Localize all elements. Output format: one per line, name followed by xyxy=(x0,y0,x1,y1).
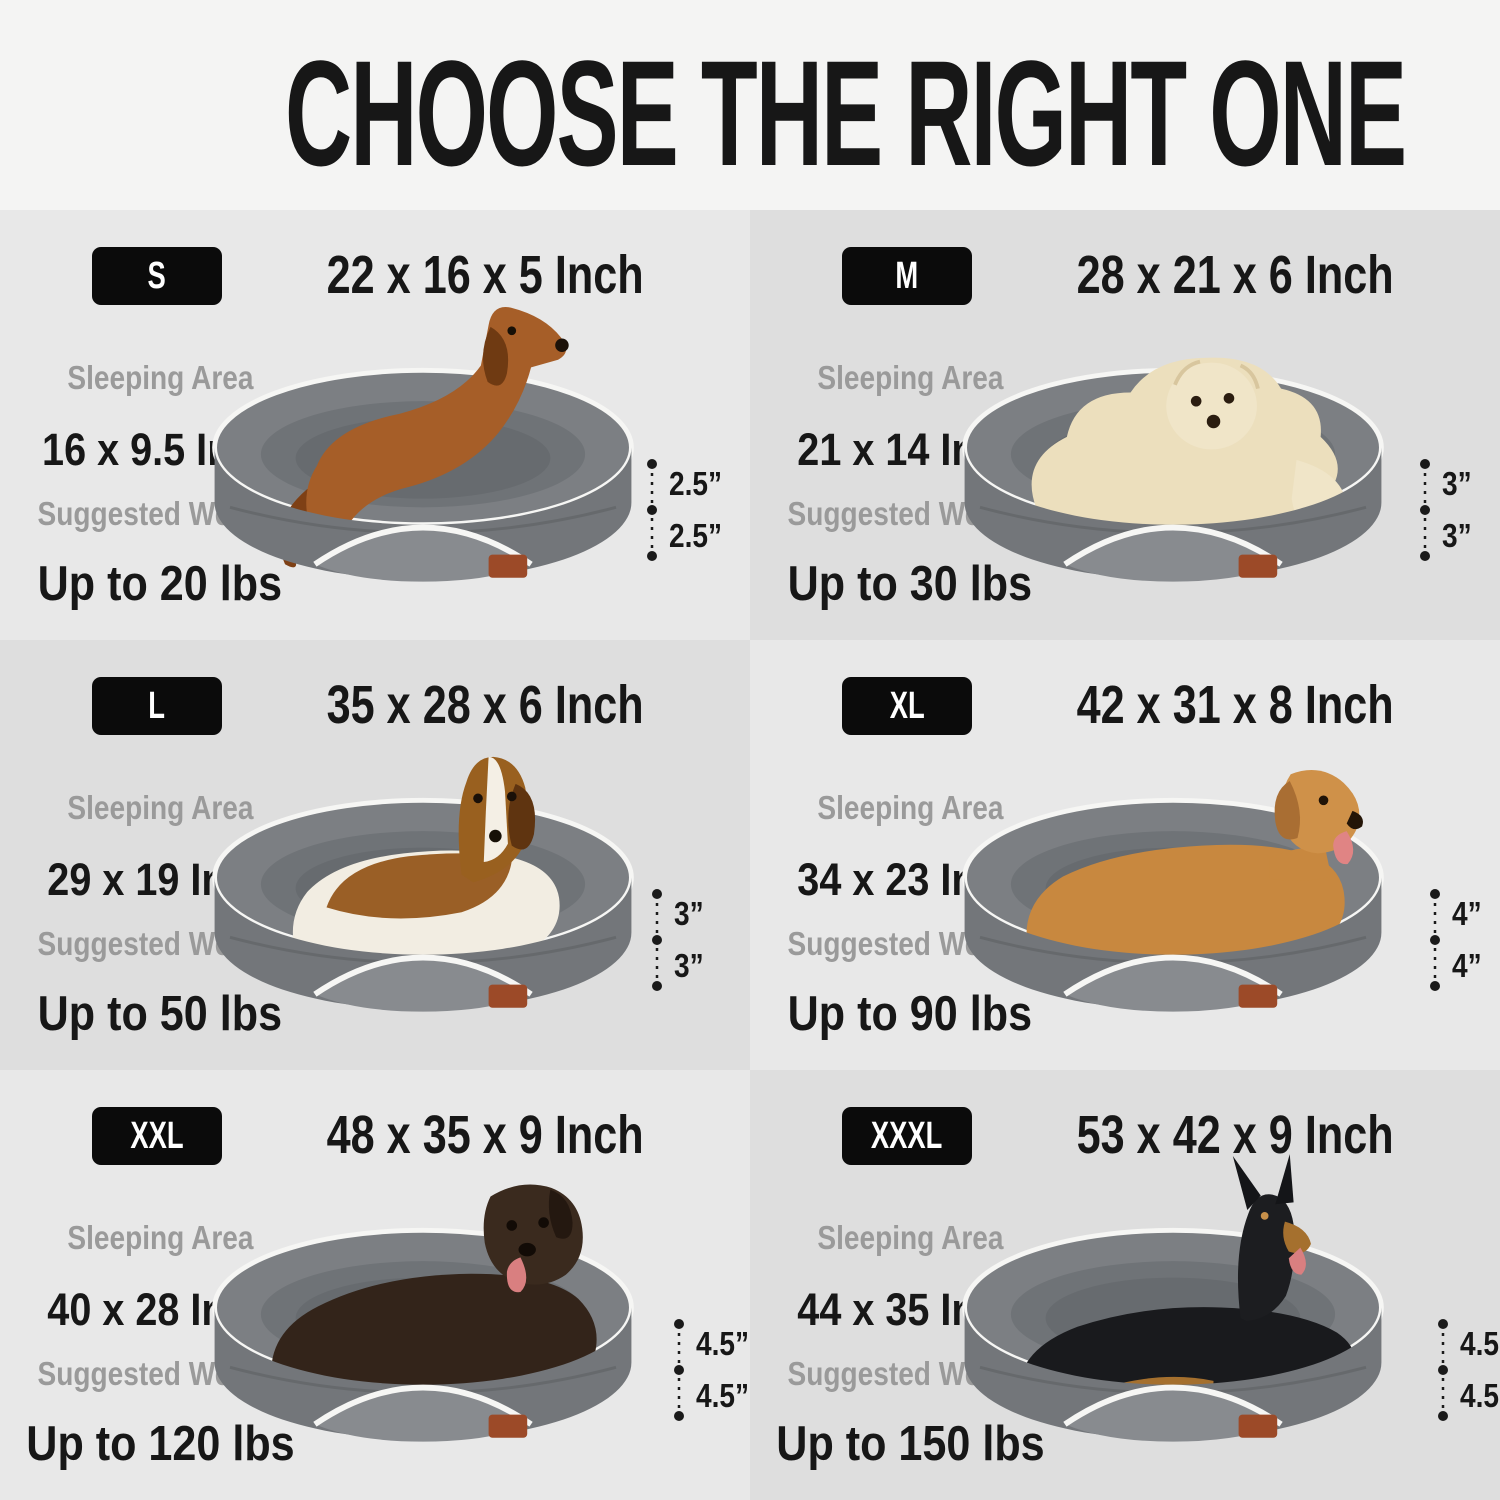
bolster-height-label: 4.5” xyxy=(696,1325,750,1362)
bolster-height-label: 2.5” xyxy=(669,465,723,502)
size-badge-label: L xyxy=(148,684,166,727)
size-badge-label: XL xyxy=(889,684,925,727)
measure-dotted-line-icon xyxy=(650,888,664,992)
suggested-weight-value: Up to 150 lbs xyxy=(775,1417,1045,1471)
suggested-weight-value: Up to 90 lbs xyxy=(787,987,1033,1041)
size-card-s: S 22 x 16 x 5 Inch Sleeping Area 16 x 9.… xyxy=(0,210,750,640)
sleeping-area-label: Sleeping Area xyxy=(66,789,254,826)
height-measure: 3” 3” xyxy=(650,888,709,992)
suggested-weight-value: Up to 120 lbs xyxy=(25,1417,295,1471)
size-card-xxxl: XXXL 53 x 42 x 9 Inch Sleeping Area 44 x… xyxy=(750,1070,1500,1500)
measure-dotted-line-icon xyxy=(672,1318,686,1422)
base-height-label: 4” xyxy=(1452,947,1482,984)
size-badge-label: XXXL xyxy=(871,1114,943,1157)
size-badge-xxxl: XXXL xyxy=(842,1107,972,1165)
dog-bed-photo xyxy=(922,1129,1424,1486)
size-badge-label: XXL xyxy=(130,1114,184,1157)
bed-dimensions: 42 x 31 x 8 Inch xyxy=(1076,675,1394,735)
sleeping-area-label: Sleeping Area xyxy=(66,1219,254,1256)
bed-dimensions: 48 x 35 x 9 Inch xyxy=(326,1105,644,1165)
bolster-height-label: 4” xyxy=(1452,895,1482,932)
size-card-m: M 28 x 21 x 6 Inch Sleeping Area 21 x 14… xyxy=(750,210,1500,640)
suggested-weight-value: Up to 20 lbs xyxy=(37,557,283,611)
base-height-label: 4.5” xyxy=(696,1377,750,1414)
base-height-label: 2.5” xyxy=(669,517,723,554)
base-height-label: 3” xyxy=(674,947,704,984)
size-badge-l: L xyxy=(92,677,222,735)
sleeping-area-label: Sleeping Area xyxy=(816,359,1004,396)
suggested-weight-value: Up to 50 lbs xyxy=(37,987,283,1041)
measure-dotted-line-icon xyxy=(1436,1318,1450,1422)
dog-bed-photo xyxy=(172,269,674,626)
base-height-label: 4.5” xyxy=(1460,1377,1500,1414)
size-guide-grid: S 22 x 16 x 5 Inch Sleeping Area 16 x 9.… xyxy=(0,210,1500,1500)
dog-bed-photo xyxy=(922,699,1424,1056)
dog-bed-photo xyxy=(172,699,674,1056)
bed-dimensions: 22 x 16 x 5 Inch xyxy=(326,245,644,305)
bed-dimensions: 28 x 21 x 6 Inch xyxy=(1076,245,1394,305)
sleeping-area-label: Sleeping Area xyxy=(816,1219,1004,1256)
page-title: CHOOSE THE RIGHT ONE xyxy=(285,29,1407,197)
height-measure: 3” 3” xyxy=(1418,458,1477,562)
suggested-weight-value: Up to 30 lbs xyxy=(787,557,1033,611)
bolster-height-label: 3” xyxy=(674,895,704,932)
measure-dotted-line-icon xyxy=(645,458,659,562)
page-header: CHOOSE THE RIGHT ONE xyxy=(0,0,1500,210)
size-badge-xl: XL xyxy=(842,677,972,735)
bed-dimensions: 53 x 42 x 9 Inch xyxy=(1076,1105,1394,1165)
size-card-xl: XL 42 x 31 x 8 Inch Sleeping Area 34 x 2… xyxy=(750,640,1500,1070)
measure-dotted-line-icon xyxy=(1418,458,1432,562)
measure-dotted-line-icon xyxy=(1428,888,1442,992)
base-height-label: 3” xyxy=(1442,517,1472,554)
dog-bed-photo xyxy=(172,1129,674,1486)
sleeping-area-label: Sleeping Area xyxy=(66,359,254,396)
height-measure: 4.5” 4.5” xyxy=(1436,1318,1500,1422)
dog-bed-photo xyxy=(922,269,1424,626)
size-badge-s: S xyxy=(92,247,222,305)
size-badge-label: S xyxy=(147,254,167,297)
height-measure: 4” 4” xyxy=(1428,888,1487,992)
size-badge-label: M xyxy=(895,254,919,297)
bolster-height-label: 3” xyxy=(1442,465,1472,502)
size-badge-xxl: XXL xyxy=(92,1107,222,1165)
height-measure: 4.5” 4.5” xyxy=(672,1318,750,1422)
size-card-xxl: XXL 48 x 35 x 9 Inch Sleeping Area 40 x … xyxy=(0,1070,750,1500)
bolster-height-label: 4.5” xyxy=(1460,1325,1500,1362)
size-card-l: L 35 x 28 x 6 Inch Sleeping Area 29 x 19… xyxy=(0,640,750,1070)
height-measure: 2.5” 2.5” xyxy=(645,458,731,562)
sleeping-area-label: Sleeping Area xyxy=(816,789,1004,826)
bed-dimensions: 35 x 28 x 6 Inch xyxy=(326,675,644,735)
size-badge-m: M xyxy=(842,247,972,305)
